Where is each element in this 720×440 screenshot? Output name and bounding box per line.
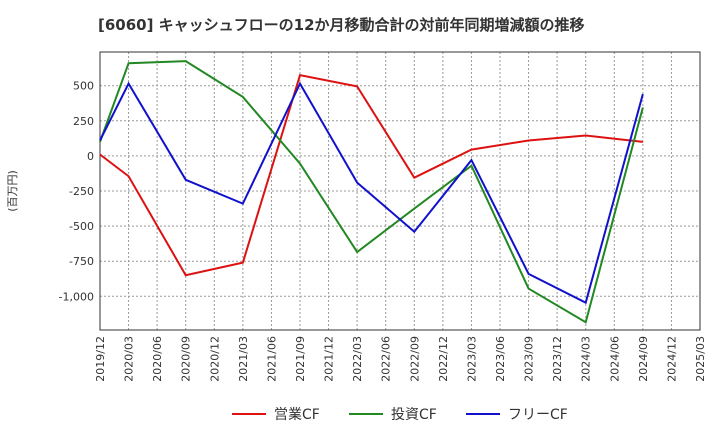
x-tick-label: 2024/09: [637, 336, 650, 382]
y-axis-label: (百万円): [6, 170, 19, 212]
x-axis: 2019/12 2020/03 2020/06 2020/09 2020/12 2021/…: [94, 336, 707, 382]
x-tick-label: 2019/12: [94, 336, 107, 382]
y-tick-label: -500: [69, 220, 94, 233]
series-line-investing-cf: [99, 60, 644, 324]
y-tick-label: 500: [73, 80, 94, 93]
x-tick-label: 2023/09: [523, 336, 536, 382]
y-tick-label: -750: [69, 255, 94, 268]
y-tick-label: 250: [73, 115, 94, 128]
x-tick-label: 2022/12: [437, 336, 450, 382]
x-tick-label: 2024/12: [665, 336, 678, 382]
x-tick-label: 2020/03: [123, 336, 136, 382]
x-tick-label: 2020/06: [151, 336, 164, 382]
x-tick-label: 2021/12: [323, 336, 336, 382]
x-tick-label: 2023/12: [551, 336, 564, 382]
x-tick-label: 2021/06: [265, 336, 278, 382]
x-tick-label: 2022/06: [380, 336, 393, 382]
x-tick-label: 2023/06: [494, 336, 507, 382]
grid: [99, 52, 701, 330]
y-axis: 500 250 0 -250 -500 -750 -1,000: [59, 80, 94, 304]
y-tick-label: -250: [69, 185, 94, 198]
legend-label-operating-cf: 営業CF: [274, 407, 320, 423]
legend: 営業CF 投資CF フリーCF: [232, 407, 568, 423]
x-tick-label: 2021/03: [237, 336, 250, 382]
x-tick-label: 2020/12: [208, 336, 221, 382]
y-tick-label: 0: [87, 150, 94, 163]
x-tick-label: 2021/09: [294, 336, 307, 382]
y-tick-label: -1,000: [59, 290, 94, 303]
x-tick-label: 2020/09: [180, 336, 193, 382]
legend-label-investing-cf: 投資CF: [391, 407, 437, 423]
chart-title: [6060] キャッシュフローの12か月移動合計の対前年同期増減額の推移: [98, 16, 585, 34]
x-tick-label: 2024/06: [608, 336, 621, 382]
series-line-free-cf: [99, 81, 644, 305]
plot-area: [99, 51, 701, 331]
legend-label-free-cf: フリーCF: [508, 407, 568, 423]
x-tick-label: 2023/03: [465, 336, 478, 382]
x-tick-label: 2022/03: [351, 336, 364, 382]
x-tick-label: 2024/03: [580, 336, 593, 382]
series: [99, 60, 644, 324]
x-tick-label: 2022/09: [408, 336, 421, 382]
x-tick-label: 2025/03: [694, 336, 707, 382]
series-line-operating-cf: [99, 74, 643, 277]
